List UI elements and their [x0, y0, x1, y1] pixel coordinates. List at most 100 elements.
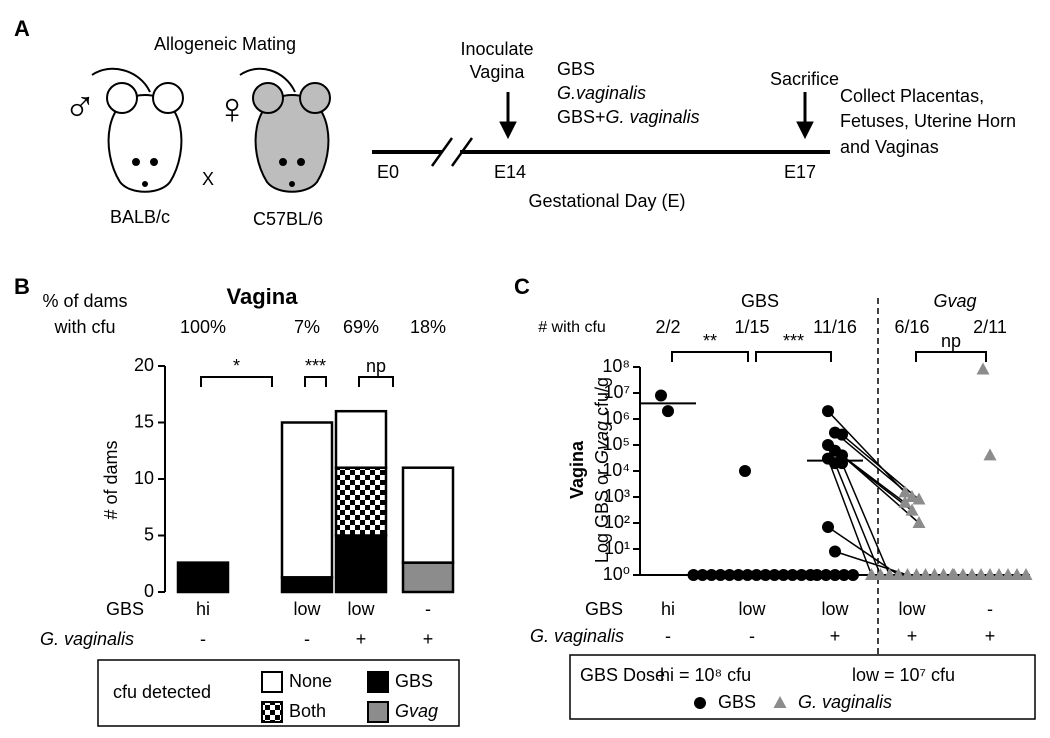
pair-line: [834, 462, 882, 576]
female-symbol: ♀: [216, 85, 249, 134]
bar-segment: [280, 421, 334, 579]
inoculum: GBS: [557, 59, 595, 79]
row-value: +: [985, 626, 996, 646]
y-tick-label: 10⁰: [603, 564, 630, 584]
inoculum: GBS+G. vaginalis: [557, 107, 700, 127]
strain: BALB/c: [110, 207, 170, 227]
count-label: 6/16: [894, 317, 929, 337]
legend-box: [97, 659, 460, 727]
y-tick-label: 15: [134, 411, 154, 431]
row-value: -: [425, 599, 431, 619]
bar-segment: [401, 561, 455, 594]
inoculum: GBS+: [557, 107, 606, 127]
y-axis-label: Log GBS or: [592, 464, 612, 563]
legend-label: Both: [289, 701, 326, 721]
panel-a: A Allogeneic Mating ♂ ♀ X BALB/c C57BL/6: [14, 16, 1016, 229]
y-tick-label: 10³: [604, 486, 630, 506]
data-point: [983, 568, 997, 580]
data-point: [865, 568, 878, 580]
bar-segment: [401, 466, 455, 564]
significance-label: **: [703, 331, 717, 351]
count-title: # with cfu: [538, 319, 606, 336]
bar-segment: [334, 534, 388, 594]
panel-label: C: [514, 274, 530, 299]
significance-label: np: [366, 356, 386, 376]
header-label: with cfu: [53, 317, 115, 337]
y-axis-label: Log GBS or Gvag cfu/g: [592, 377, 612, 563]
strain: C57BL/6: [253, 209, 323, 229]
data-point: [655, 389, 667, 402]
data-point: [705, 569, 718, 581]
row-value: +: [423, 629, 434, 649]
data-point: [836, 428, 848, 441]
row-value: -: [200, 629, 206, 649]
row-value: +: [830, 626, 841, 646]
data-point: [723, 569, 736, 581]
data-point: [811, 569, 823, 581]
significance-bracket: [755, 351, 832, 362]
male-mouse: [91, 67, 184, 193]
y-axis-label: Gvag: [592, 421, 612, 464]
count-label: 1/15: [734, 317, 769, 337]
timeline: [372, 92, 830, 167]
pair-line: [827, 410, 906, 493]
row-label: G. vaginalis: [40, 629, 134, 649]
data-point: [892, 568, 905, 580]
bar-segment: [334, 466, 388, 537]
significance-bracket: [915, 351, 987, 362]
data-point: [965, 568, 979, 580]
female-mouse: [239, 67, 331, 193]
pair-line: [841, 462, 891, 576]
data-point: [901, 568, 914, 580]
data-point: [974, 568, 988, 580]
y-tick-label: 0: [144, 581, 154, 601]
row-label: G. vaginalis: [530, 626, 624, 646]
data-point: [696, 569, 709, 581]
row-value: +: [356, 629, 367, 649]
data-point: [714, 569, 727, 581]
significance-bracket: [671, 351, 749, 362]
percent-label: 7%: [294, 317, 320, 337]
y-tick-label: 10⁶: [603, 408, 630, 428]
data-point: [822, 521, 834, 534]
significance-label: np: [941, 331, 961, 351]
header-label: % of dams: [42, 291, 127, 311]
pair-line: [827, 458, 873, 576]
timeline-tick: E0: [377, 162, 399, 182]
row-value: -: [987, 599, 993, 619]
row-label: GBS: [106, 599, 144, 619]
row-value: -: [304, 629, 310, 649]
sacrifice: Sacrifice: [770, 69, 839, 89]
inoculate: Vagina: [470, 62, 526, 82]
legend-label: None: [289, 671, 332, 691]
row-value: low: [293, 599, 321, 619]
y-tick-label: 10⁵: [603, 434, 630, 454]
legend-marker: [694, 697, 706, 709]
data-point: [883, 568, 896, 580]
row-value: -: [665, 626, 671, 646]
percent-label: 69%: [343, 317, 379, 337]
row-value: low: [347, 599, 375, 619]
legend-label: GBS: [395, 671, 433, 691]
significance-bracket: [358, 376, 394, 387]
count-label: 11/16: [813, 317, 857, 337]
data-point: [928, 568, 941, 580]
pair-line: [834, 550, 908, 576]
significance-label: *: [233, 356, 240, 376]
legend-label: GBS: [718, 692, 756, 712]
panel-label: B: [14, 274, 30, 299]
timeline-label: Gestational Day (E): [528, 191, 685, 211]
data-point: [829, 545, 841, 558]
legend-note: low = 10⁷ cfu: [852, 665, 955, 685]
data-point: [956, 568, 970, 580]
data-point: [820, 569, 832, 581]
data-point: [750, 569, 763, 581]
y-tick-label: 10⁷: [603, 382, 630, 402]
data-point: [919, 568, 932, 580]
data-point: [905, 503, 919, 516]
collect: and Vaginas: [840, 137, 939, 157]
data-point: [947, 568, 961, 580]
legend-note: GBS Dose: [580, 665, 665, 685]
inoculum: G. vaginalis: [606, 107, 700, 127]
